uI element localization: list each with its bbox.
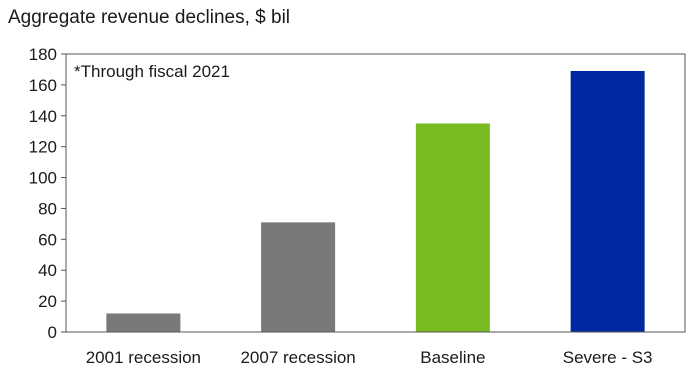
- y-axis: 0 20 40 60 80 100 120 140 160 180: [29, 45, 66, 342]
- x-axis: 2001 recession 2007 recession Baseline Seve…: [86, 348, 653, 367]
- y-tick-label: 20: [38, 292, 57, 311]
- y-tick-label: 40: [38, 261, 57, 280]
- x-category-label: 2001 recession: [86, 348, 201, 367]
- bar-3: [415, 123, 490, 332]
- y-tick-label: 140: [29, 107, 57, 126]
- x-category-label: 2007 recession: [240, 348, 355, 367]
- bar-4: [570, 70, 645, 332]
- bars: [106, 70, 645, 332]
- y-tick-label: 100: [29, 169, 57, 188]
- bar-1: [106, 313, 181, 332]
- plot-frame: [65, 53, 686, 333]
- chart-annotation: *Through fiscal 2021: [74, 62, 230, 81]
- y-tick-label: 0: [48, 323, 57, 342]
- y-tick-label: 160: [29, 76, 57, 95]
- y-tick-label: 80: [38, 199, 57, 218]
- chart-title: Aggregate revenue declines, $ bil: [8, 7, 291, 28]
- x-category-label: Baseline: [420, 348, 485, 367]
- x-category-label: Severe - S3: [563, 348, 653, 367]
- bar-2: [261, 222, 336, 332]
- y-tick-label: 60: [38, 230, 57, 249]
- y-tick-label: 120: [29, 138, 57, 157]
- y-tick-label: 180: [29, 45, 57, 64]
